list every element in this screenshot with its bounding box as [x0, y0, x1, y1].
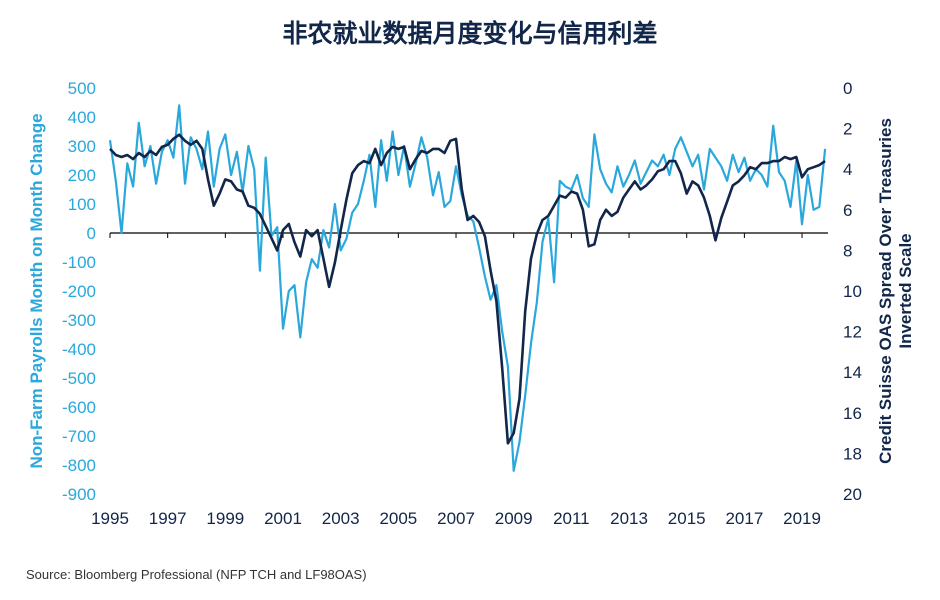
y-left-tick-label: 500: [68, 79, 96, 98]
y-right-tick-label: 4: [843, 160, 852, 179]
x-tick-label: 2001: [264, 509, 302, 528]
y-right-tick-label: 18: [843, 444, 862, 463]
x-tick-label: 1997: [149, 509, 187, 528]
x-tick-label: 2019: [783, 509, 821, 528]
label-layer: 5004003002001000-100-200-300-400-500-600…: [27, 79, 915, 528]
y-left-tick-label: -900: [62, 485, 96, 504]
chart-title: 非农就业数据月度变化与信用利差: [282, 19, 658, 48]
y-left-tick-label: -200: [62, 282, 96, 301]
axis-layer: [109, 232, 828, 238]
x-tick-label: 2005: [379, 509, 417, 528]
y-left-tick-label: 100: [68, 195, 96, 214]
y-left-tick-label: -400: [62, 340, 96, 359]
y-right-tick-label: 12: [843, 323, 862, 342]
y-right-tick-label: 2: [843, 120, 852, 139]
x-tick-label: 2015: [668, 509, 706, 528]
y-right-tick-label: 8: [843, 241, 852, 260]
y-right-axis-title: Credit Suisse OAS Spread Over Treasuries: [876, 118, 895, 464]
nfp-series-line: [108, 104, 827, 472]
y-right-axis-title: Inverted Scale: [896, 233, 915, 348]
y-left-tick-label: -500: [62, 369, 96, 388]
x-tick-label: 2011: [553, 509, 590, 528]
y-left-tick-label: -800: [62, 456, 96, 475]
source-note: Source: Bloomberg Professional (NFP TCH …: [26, 567, 367, 582]
y-right-tick-label: 0: [843, 79, 852, 98]
x-tick-label: 2013: [610, 509, 648, 528]
x-tick-label: 1999: [206, 509, 244, 528]
x-tick-label: 2003: [322, 509, 360, 528]
series-layer: [108, 104, 827, 472]
y-right-tick-label: 6: [843, 201, 852, 220]
oas-series-line: [109, 133, 826, 445]
y-left-tick-label: -300: [62, 311, 96, 330]
y-left-tick-label: -100: [62, 253, 96, 272]
y-left-tick-label: 0: [87, 224, 96, 243]
y-left-axis-title: Non-Farm Payrolls Month on Month Change: [27, 113, 46, 468]
y-right-tick-label: 14: [843, 363, 862, 382]
y-right-tick-label: 10: [843, 282, 862, 301]
x-tick-label: 1995: [91, 509, 129, 528]
x-tick-label: 2009: [495, 509, 533, 528]
y-left-tick-label: 300: [68, 137, 96, 156]
y-right-tick-label: 20: [843, 485, 862, 504]
x-tick-label: 2017: [725, 509, 763, 528]
y-left-tick-label: 400: [68, 108, 96, 127]
x-tick-label: 2007: [437, 509, 475, 528]
y-left-tick-label: 200: [68, 166, 96, 185]
y-left-tick-label: -600: [62, 398, 96, 417]
y-left-tick-label: -700: [62, 427, 96, 446]
y-right-tick-label: 16: [843, 404, 862, 423]
